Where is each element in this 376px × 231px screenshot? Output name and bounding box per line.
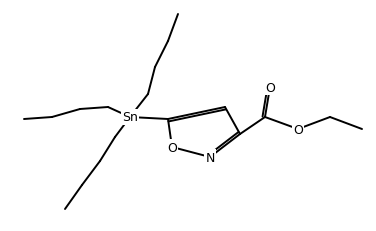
Text: O: O [167,141,177,154]
Text: O: O [265,81,275,94]
Text: N: N [205,151,215,164]
Text: O: O [293,123,303,136]
Text: Sn: Sn [122,111,138,124]
